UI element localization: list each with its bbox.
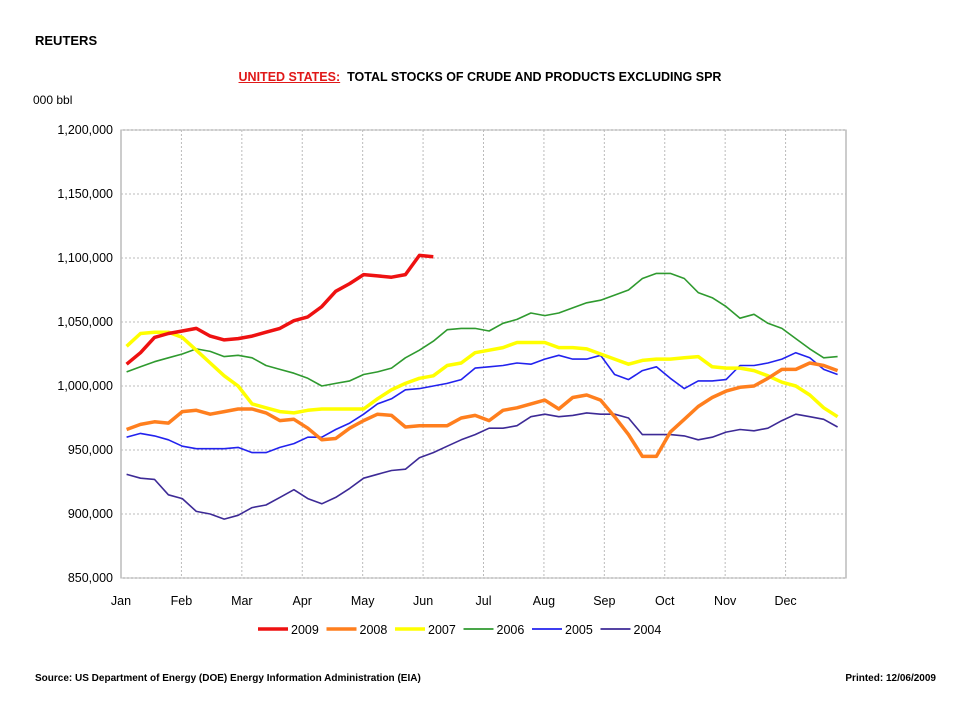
x-tick-label: Jan [111, 594, 131, 608]
y-tick-label: 900,000 [68, 507, 113, 521]
legend-label-2009: 2009 [291, 623, 319, 637]
legend-label-2005: 2005 [565, 623, 593, 637]
legend-label-2007: 2007 [428, 623, 456, 637]
y-tick-label: 1,200,000 [57, 123, 113, 137]
legend-label-2004: 2004 [634, 623, 662, 637]
legend-label-2006: 2006 [497, 623, 525, 637]
x-tick-label: Jul [476, 594, 492, 608]
series-line-2009 [125, 253, 434, 366]
x-tick-label: Mar [231, 594, 253, 608]
title-country: UNITED STATES: [238, 70, 341, 84]
x-tick-label: Feb [171, 594, 193, 608]
series-line-2004 [126, 412, 838, 520]
y-tick-label: 1,100,000 [57, 251, 113, 265]
y-tick-label: 1,000,000 [57, 379, 113, 393]
x-tick-label: Nov [714, 594, 737, 608]
y-axis-unit: 000 bbl [33, 93, 73, 107]
x-tick-label: Oct [655, 594, 675, 608]
y-tick-label: 850,000 [68, 571, 113, 585]
y-tick-label: 1,050,000 [57, 315, 113, 329]
series-line-2006 [126, 272, 838, 387]
brand-label: REUTERS [35, 33, 98, 48]
title-text: TOTAL STOCKS OF CRUDE AND PRODUCTS EXCLU… [347, 70, 722, 84]
chart-title: UNITED STATES: TOTAL STOCKS OF CRUDE AND… [0, 70, 960, 84]
printed-date: Printed: 12/06/2009 [845, 673, 936, 684]
x-tick-label: May [351, 594, 375, 608]
legend-label-2008: 2008 [360, 623, 388, 637]
source-note: Source: US Department of Energy (DOE) En… [35, 673, 421, 684]
series-line-2008 [125, 361, 839, 459]
y-tick-label: 1,150,000 [57, 187, 113, 201]
series-line-2005 [126, 351, 838, 454]
series-line-2007 [125, 330, 839, 419]
x-tick-label: Dec [774, 594, 796, 608]
x-tick-label: Sep [593, 594, 615, 608]
x-tick-label: Aug [533, 594, 555, 608]
y-tick-label: 950,000 [68, 443, 113, 457]
x-tick-label: Apr [293, 594, 312, 608]
x-tick-label: Jun [413, 594, 433, 608]
